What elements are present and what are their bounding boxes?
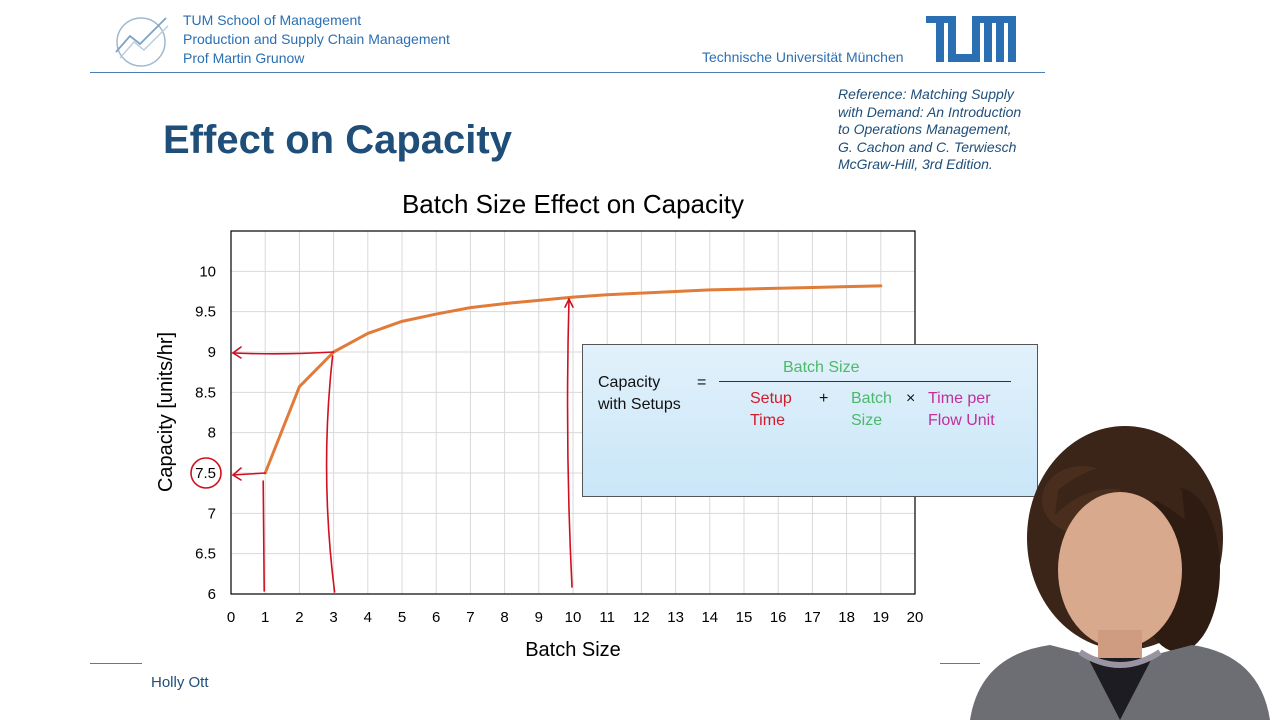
x-tick-label: 10	[565, 609, 582, 626]
y-tick-label: 7.5	[195, 465, 216, 482]
footer-divider-right	[940, 663, 980, 664]
formula-lhs-line2: with Setups	[598, 396, 681, 413]
university-name: Technische Universität München	[702, 49, 904, 65]
annotation-arrowhead-10	[564, 297, 574, 308]
annotation-arrowhead-9	[231, 346, 242, 359]
formula-timeper-line1: Time per	[928, 390, 991, 407]
annotation-arrowhead-7-5	[231, 467, 242, 481]
annotation-vertical-batch-3	[325, 355, 336, 593]
x-tick-label: 14	[701, 609, 718, 626]
presenter-name: Holly Ott	[151, 674, 209, 691]
header-affiliation: TUM School of Management Production and …	[183, 11, 450, 68]
reference-line: G. Cachon and C. Terwiesch	[838, 138, 1017, 155]
tum-som-logo-icon	[115, 17, 169, 67]
x-tick-label: 4	[364, 609, 372, 626]
x-tick-label: 1	[261, 609, 269, 626]
x-tick-label: 15	[736, 609, 753, 626]
formula-numerator: Batch Size	[783, 359, 860, 376]
x-tick-label: 13	[667, 609, 684, 626]
header-line-school: TUM School of Management	[183, 12, 362, 28]
x-tick-label: 12	[633, 609, 650, 626]
x-axis-label: Batch Size	[525, 639, 621, 661]
x-tick-label: 20	[907, 609, 924, 626]
formula-timeper-line2: Flow Unit	[928, 412, 995, 429]
chart-title: Batch Size Effect on Capacity	[401, 189, 745, 219]
header-divider	[90, 72, 1045, 73]
annotation-vertical-batch-10	[566, 298, 573, 588]
presenter-video	[970, 426, 1270, 720]
reference-line: McGraw-Hill, 3rd Edition.	[838, 156, 993, 172]
annotation-vertical-batch-1	[262, 480, 265, 592]
formula-setup-line1: Setup	[750, 390, 792, 407]
y-tick-label: 6	[208, 586, 216, 603]
y-tick-label: 8	[208, 425, 216, 442]
x-tick-label: 7	[466, 609, 474, 626]
x-tick-label: 9	[535, 609, 543, 626]
x-tick-label: 16	[770, 609, 787, 626]
capacity-series-line	[263, 284, 883, 475]
y-tick-label: 9.5	[195, 304, 216, 321]
formula-fraction-bar	[719, 381, 1011, 382]
formula-times: ×	[906, 390, 916, 407]
formula-setup-line2: Time	[750, 412, 785, 429]
slide-title: Effect on Capacity	[163, 118, 512, 162]
capacity-formula-box: Capacity with Setups = Batch Size Setup …	[582, 344, 1038, 497]
x-axis-ticks: 0 1 2 3 4 5 6 7 8 9 10 11 12 13 14 15 16 17 18 19 20	[227, 609, 924, 626]
x-tick-label: 17	[804, 609, 821, 626]
y-tick-label: 8.5	[195, 384, 216, 401]
x-tick-label: 6	[432, 609, 440, 626]
formula-batch-line1: Batch	[851, 390, 892, 407]
y-tick-label: 10	[199, 263, 216, 280]
x-tick-label: 18	[838, 609, 855, 626]
x-tick-label: 19	[872, 609, 889, 626]
annotation-horizontal-to-7-5	[232, 472, 266, 476]
reference-note: Reference: Matching Supply with Demand: …	[838, 86, 1021, 174]
x-tick-label: 5	[398, 609, 406, 626]
formula-plus: +	[819, 390, 829, 407]
x-tick-label: 3	[329, 609, 337, 626]
annotation-horizontal-to-9	[232, 351, 335, 355]
footer-divider-left	[90, 663, 142, 664]
x-tick-label: 2	[295, 609, 303, 626]
formula-equals: =	[697, 374, 707, 391]
header-line-professor: Prof Martin Grunow	[183, 50, 305, 66]
tum-logo-icon	[926, 16, 1016, 62]
header-line-chair: Production and Supply Chain Management	[183, 31, 450, 47]
annotation-circle-7-5	[190, 457, 222, 489]
reference-line: to Operations Management,	[838, 121, 1012, 137]
annotation-layer	[190, 297, 574, 593]
x-tick-label: 0	[227, 609, 235, 626]
y-tick-label: 7	[208, 505, 216, 522]
y-axis-label: Capacity [units/hr]	[155, 332, 177, 492]
reference-line: with Demand: An Introduction	[838, 103, 1022, 120]
x-tick-label: 11	[599, 609, 615, 626]
x-tick-label: 8	[500, 609, 508, 626]
y-tick-label: 6.5	[195, 546, 216, 563]
series-layer	[263, 284, 883, 475]
formula-lhs-line1: Capacity	[598, 374, 661, 391]
y-tick-label: 9	[208, 344, 216, 361]
reference-line: Reference: Matching Supply	[838, 86, 1014, 102]
formula-batch-line2: Size	[851, 412, 883, 429]
y-axis-ticks: 6 6.5 7 7.5 8 8.5 9 9.5 10	[195, 263, 216, 603]
